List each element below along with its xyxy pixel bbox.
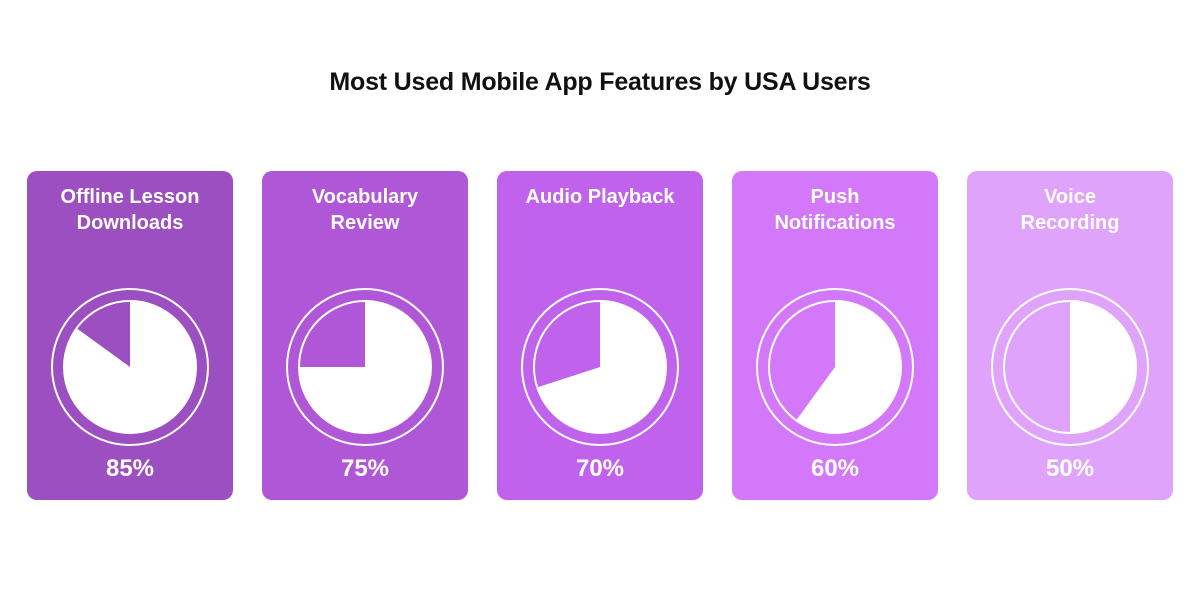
card-value: 75% xyxy=(340,455,390,482)
pie-gauge xyxy=(51,288,209,446)
feature-card: Voice Recording 50% xyxy=(967,171,1173,500)
card-label-line: Push xyxy=(810,186,860,208)
feature-cards: Offline Lesson Downloads 85% Vocabulary … xyxy=(27,171,1173,500)
card-value: 70% xyxy=(575,455,625,482)
card-value: 50% xyxy=(1045,455,1095,482)
outer-ring xyxy=(286,288,444,446)
pie-gauge xyxy=(991,288,1149,446)
pie-slice xyxy=(1070,301,1136,433)
pie-slice xyxy=(537,301,666,433)
feature-card: Offline Lesson Downloads 85% xyxy=(27,171,233,500)
pie-gauge xyxy=(756,288,914,446)
pie-slice xyxy=(63,301,196,433)
card-label-line: Vocabulary xyxy=(311,186,419,208)
card-label: Offline Lesson Downloads xyxy=(27,184,233,236)
card-label-line: Recording xyxy=(1020,212,1120,234)
outer-ring xyxy=(991,288,1149,446)
outer-ring xyxy=(51,288,209,446)
card-label: Vocabulary Review xyxy=(262,184,468,236)
feature-card: Audio Playback 70% xyxy=(497,171,703,500)
card-label-line: Notifications xyxy=(774,212,896,234)
card-label-line: Downloads xyxy=(76,212,184,234)
card-label-line: Audio Playback xyxy=(525,186,675,208)
pie-gauge xyxy=(521,288,679,446)
outer-ring xyxy=(756,288,914,446)
card-label-line: Offline Lesson xyxy=(60,186,200,208)
card-label-line: Review xyxy=(330,212,400,234)
card-label: Push Notifications xyxy=(732,184,938,236)
feature-card: Push Notifications 60% xyxy=(732,171,938,500)
outer-ring xyxy=(521,288,679,446)
chart-title: Most Used Mobile App Features by USA Use… xyxy=(329,68,871,96)
card-value: 85% xyxy=(105,455,155,482)
feature-card: Vocabulary Review 75% xyxy=(262,171,468,500)
pie-slice xyxy=(299,301,431,433)
card-label: Voice Recording xyxy=(967,184,1173,236)
pie-slice xyxy=(796,301,901,433)
card-label: Audio Playback xyxy=(497,184,703,210)
pie-gauge xyxy=(286,288,444,446)
card-value: 60% xyxy=(810,455,860,482)
card-label-line: Voice xyxy=(1044,186,1096,208)
